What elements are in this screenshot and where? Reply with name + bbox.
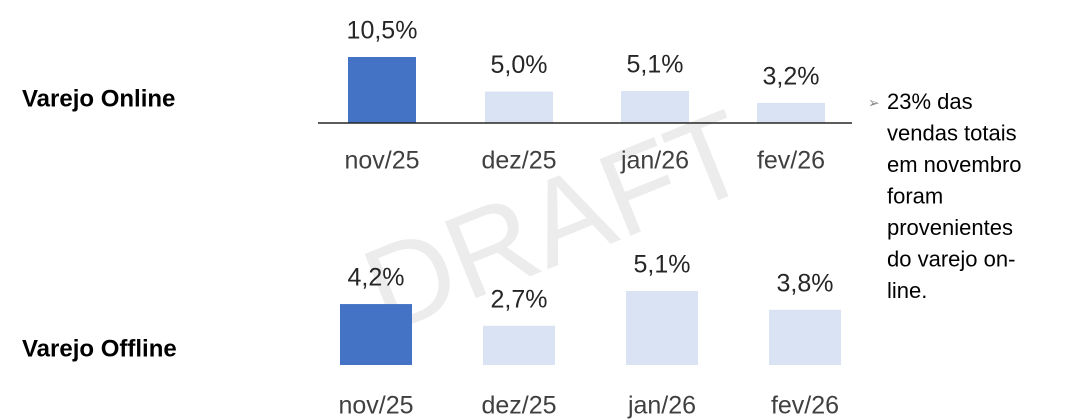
note-line: do varejo on- — [887, 246, 1015, 271]
bar — [340, 304, 412, 365]
note-line: em novembro — [887, 152, 1022, 177]
category-label: fev/26 — [757, 147, 825, 175]
note-line: provenientes — [887, 215, 1013, 240]
note-line: 23% das — [887, 89, 973, 114]
bullet-arrow: ➢ — [868, 95, 880, 111]
chart-title: Varejo Offline — [22, 335, 177, 362]
chart-title: Varejo Online — [22, 85, 175, 112]
value-label: 4,2% — [348, 264, 405, 292]
value-label: 5,1% — [627, 51, 684, 79]
note-line: foram — [887, 183, 943, 208]
category-label: dez/25 — [481, 147, 556, 175]
value-label: 5,1% — [634, 251, 691, 279]
bar — [626, 291, 698, 365]
bar — [757, 102, 825, 123]
value-label: 3,2% — [763, 62, 820, 90]
bar — [769, 309, 841, 365]
bar — [621, 90, 689, 123]
bar — [485, 91, 553, 123]
note-line: vendas totais — [887, 120, 1017, 145]
value-label: 5,0% — [491, 51, 548, 79]
value-label: 3,8% — [777, 269, 834, 297]
bar — [483, 325, 555, 365]
category-label: nov/25 — [344, 147, 419, 175]
note-line: line. — [887, 278, 927, 303]
category-label: jan/26 — [620, 147, 689, 175]
value-label: 2,7% — [491, 285, 548, 313]
category-label: dez/25 — [481, 392, 556, 420]
category-label: nov/25 — [338, 392, 413, 420]
category-label: fev/26 — [771, 392, 839, 420]
value-label: 10,5% — [347, 17, 418, 45]
category-label: jan/26 — [627, 392, 696, 420]
bar — [348, 57, 416, 123]
